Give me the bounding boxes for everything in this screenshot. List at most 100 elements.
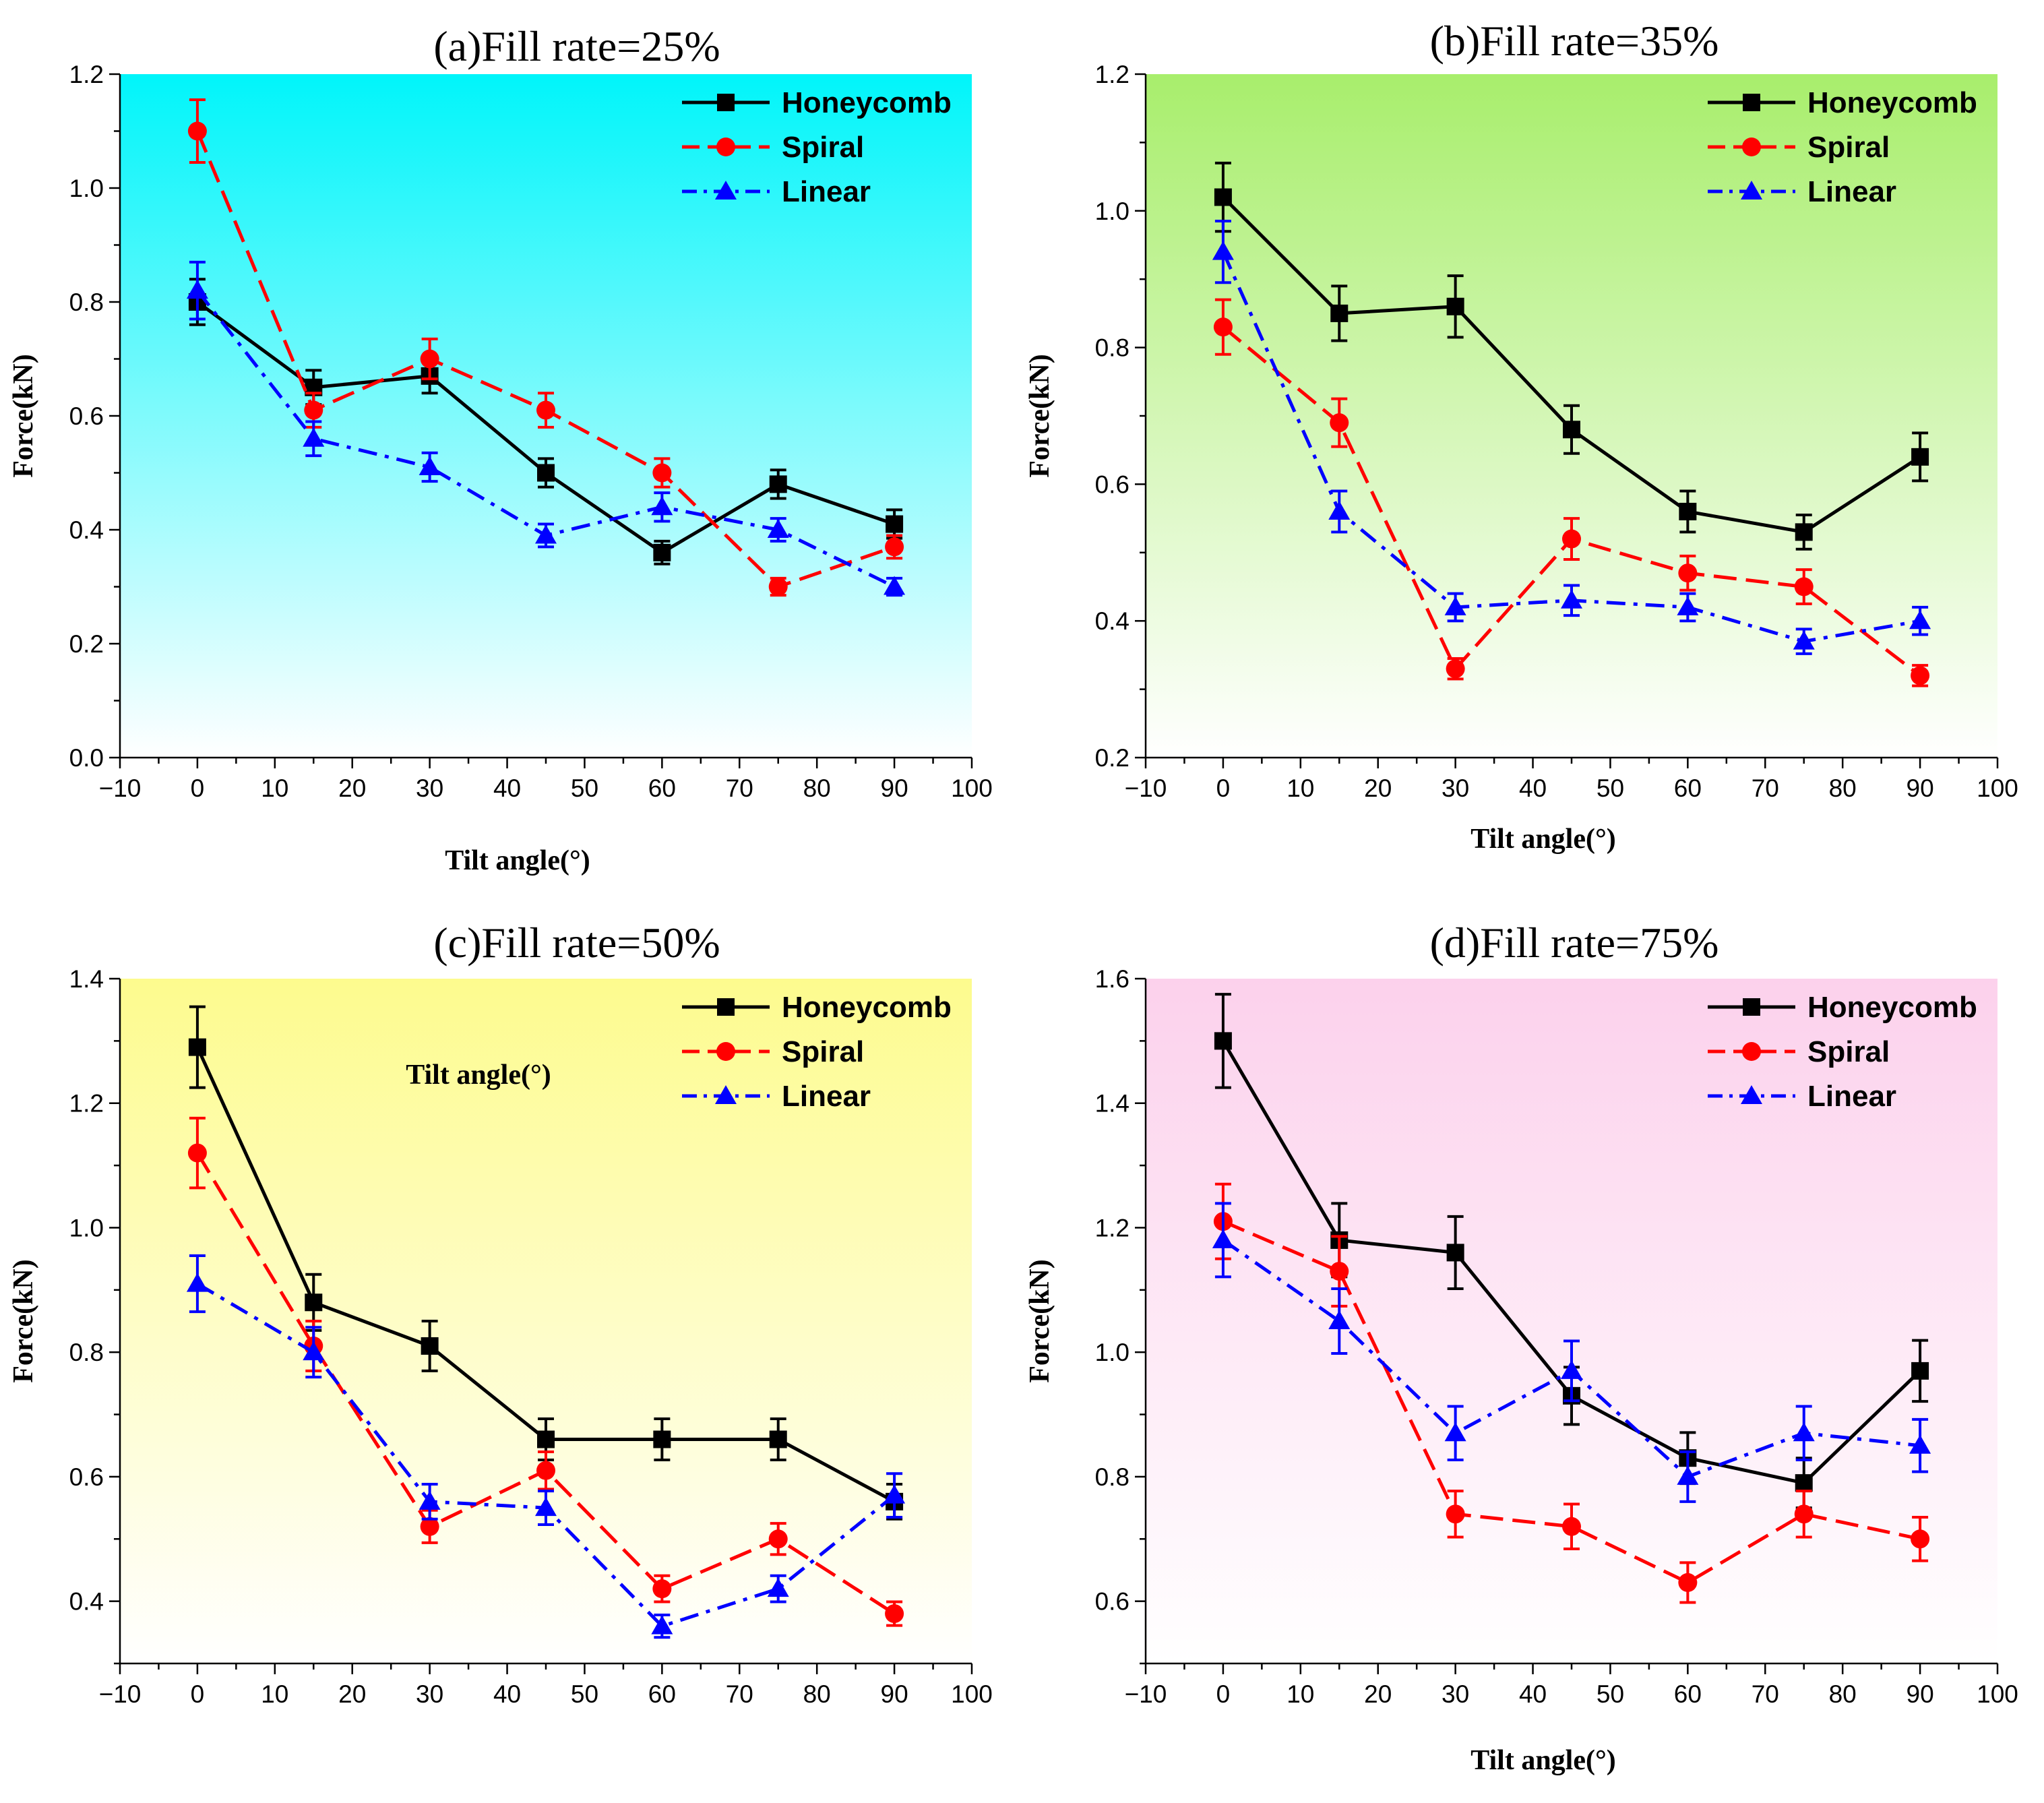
data-point-circle bbox=[1446, 659, 1465, 679]
legend-label-linear: Linear bbox=[1807, 175, 1896, 208]
y-axis-label: Force(kN) bbox=[1024, 1259, 1055, 1382]
data-point-square bbox=[188, 1038, 206, 1056]
y-tick-label: 0.4 bbox=[1095, 607, 1129, 635]
y-axis-label: Force(kN) bbox=[8, 1259, 39, 1382]
data-point-square bbox=[1446, 297, 1464, 315]
data-point-circle bbox=[304, 400, 323, 420]
legend-label-linear: Linear bbox=[782, 175, 871, 208]
y-tick-label: 1.2 bbox=[1095, 1214, 1129, 1242]
x-tick-label: 60 bbox=[648, 774, 676, 802]
data-point-square bbox=[1911, 448, 1929, 466]
x-tick-label: 0 bbox=[191, 1680, 205, 1708]
data-point-square bbox=[653, 1430, 671, 1448]
legend-label-linear: Linear bbox=[1807, 1080, 1896, 1113]
x-tick-label: 30 bbox=[416, 774, 443, 802]
data-point-triangle bbox=[651, 1615, 673, 1634]
x-tick-label: 50 bbox=[571, 1680, 598, 1708]
data-point-circle bbox=[1911, 1529, 1930, 1549]
data-point-circle bbox=[1330, 1262, 1349, 1281]
x-tick-label: 80 bbox=[803, 774, 831, 802]
y-tick-label: 1.0 bbox=[69, 175, 104, 202]
x-tick-label: −10 bbox=[99, 774, 142, 802]
x-tick-label: 60 bbox=[1674, 774, 1702, 802]
x-tick-label: −10 bbox=[1125, 774, 1167, 802]
x-tick-label: 30 bbox=[1442, 774, 1469, 802]
y-tick-label: 0.8 bbox=[69, 288, 104, 316]
data-point-triangle bbox=[419, 1490, 441, 1510]
y-tick-label: 1.4 bbox=[69, 965, 104, 993]
y-tick-label: 1.2 bbox=[69, 61, 104, 88]
chart-panel-0: (a)Fill rate=25% −10 0 10 20 30 40 50 60 70 80 90 10… bbox=[8, 22, 993, 876]
y-tick-label: 0.4 bbox=[69, 1588, 104, 1616]
data-point-square bbox=[886, 515, 904, 533]
y-tick-label: 0.8 bbox=[1095, 334, 1129, 362]
chart-panel-3: (d)Fill rate=75% −10 0 10 20 30 40 50 60 70 80 90 10… bbox=[1024, 919, 2018, 1776]
x-tick-label: 70 bbox=[726, 774, 753, 802]
legend-label-honeycomb: Honeycomb bbox=[1807, 86, 1977, 119]
y-tick-label: 0.6 bbox=[69, 402, 104, 430]
x-tick-label: 70 bbox=[1752, 1680, 1779, 1708]
y-tick-label: 0.8 bbox=[1095, 1463, 1129, 1491]
legend-label-honeycomb: Honeycomb bbox=[782, 86, 952, 119]
y-tick-label: 1.2 bbox=[69, 1090, 104, 1118]
legend-label-spiral: Spiral bbox=[1807, 131, 1890, 164]
legend-marker-circle bbox=[716, 1042, 735, 1061]
data-point-triangle bbox=[303, 427, 325, 447]
data-point-circle bbox=[1678, 1572, 1698, 1592]
x-tick-label: 100 bbox=[1977, 774, 2018, 802]
data-point-triangle bbox=[1561, 1359, 1582, 1379]
data-point-triangle bbox=[1444, 596, 1466, 615]
data-point-square bbox=[1214, 188, 1232, 206]
data-point-circle bbox=[187, 121, 207, 141]
y-tick-label: 1.2 bbox=[1095, 61, 1129, 88]
legend: Honeycomb Spiral Linear bbox=[682, 86, 952, 208]
y-tick-label: 1.4 bbox=[1095, 1090, 1129, 1118]
series-linear bbox=[186, 260, 906, 597]
x-tick-label: 90 bbox=[881, 1680, 908, 1708]
x-axis-label: Tilt angle(°) bbox=[1470, 824, 1616, 855]
y-tick-label: 1.0 bbox=[69, 1214, 104, 1242]
data-point-square bbox=[1563, 421, 1580, 439]
data-point-triangle bbox=[186, 280, 208, 299]
x-tick-label: 90 bbox=[1907, 1680, 1934, 1708]
series-linear bbox=[1212, 1202, 1931, 1503]
series-honeycomb bbox=[1214, 161, 1929, 551]
x-tick-label: 0 bbox=[1216, 1680, 1231, 1708]
data-point-circle bbox=[1794, 577, 1814, 597]
y-tick-label: 1.6 bbox=[1095, 965, 1129, 993]
data-point-circle bbox=[1911, 666, 1930, 685]
legend-label-honeycomb: Honeycomb bbox=[782, 991, 952, 1024]
series-spiral bbox=[1213, 298, 1930, 687]
data-point-square bbox=[1446, 1244, 1464, 1262]
data-point-circle bbox=[420, 349, 439, 369]
x-tick-label: 90 bbox=[881, 774, 908, 802]
legend-marker-circle bbox=[1742, 1042, 1761, 1061]
data-point-square bbox=[537, 1430, 555, 1448]
data-point-circle bbox=[652, 463, 672, 483]
data-point-square bbox=[1795, 523, 1813, 541]
data-point-circle bbox=[1562, 529, 1581, 549]
data-point-triangle bbox=[535, 524, 557, 544]
x-tick-label: 100 bbox=[951, 774, 993, 802]
data-point-triangle bbox=[884, 1484, 906, 1504]
x-axis-label: Tilt angle(°) bbox=[1470, 1745, 1616, 1776]
x-tick-label: −10 bbox=[1125, 1680, 1167, 1708]
data-point-triangle bbox=[186, 1273, 208, 1292]
data-point-triangle bbox=[767, 519, 789, 538]
data-point-square bbox=[1679, 502, 1697, 520]
data-point-triangle bbox=[535, 1497, 557, 1517]
chart-title: (b)Fill rate=35% bbox=[1430, 17, 1719, 65]
data-point-circle bbox=[768, 577, 788, 597]
y-tick-label: 1.0 bbox=[1095, 1339, 1129, 1366]
x-tick-label: 80 bbox=[803, 1680, 831, 1708]
data-point-triangle bbox=[1328, 500, 1351, 520]
x-tick-label: 40 bbox=[1519, 1680, 1547, 1708]
data-point-square bbox=[769, 475, 787, 493]
data-point-circle bbox=[1330, 413, 1349, 433]
x-tick-label: 0 bbox=[1216, 774, 1231, 802]
data-point-triangle bbox=[1677, 596, 1699, 615]
data-point-triangle bbox=[767, 1578, 789, 1597]
data-point-square bbox=[305, 1293, 323, 1312]
data-point-square bbox=[1214, 1032, 1232, 1050]
legend-marker-circle bbox=[1742, 137, 1761, 156]
